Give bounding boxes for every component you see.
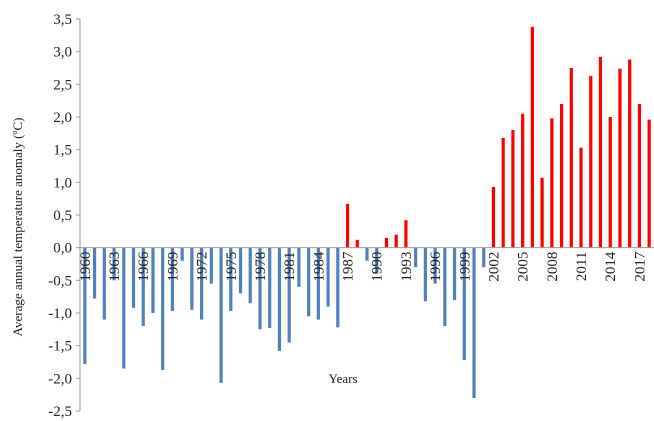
bar-2015 xyxy=(618,68,622,248)
bar-1982 xyxy=(297,247,301,287)
bar-1988 xyxy=(355,239,359,248)
bar-2003 xyxy=(501,137,505,248)
x-tick-label: 1993 xyxy=(399,252,415,282)
x-tick-labels: 1960 1963 1966 1969 1972 1975 1978 1981 1984 1987… xyxy=(78,251,649,282)
bar-2010 xyxy=(569,68,573,248)
bar-2006 xyxy=(530,26,534,248)
x-tick-label: 2008 xyxy=(545,252,561,282)
y-tick-label: 3,5 xyxy=(53,12,72,28)
x-tick-label: 1978 xyxy=(253,252,269,282)
bar-1961 xyxy=(92,247,97,299)
bar-2017 xyxy=(637,103,642,248)
bar-1974 xyxy=(219,247,223,383)
x-tick-label: 1963 xyxy=(107,252,123,282)
x-tick-label: 2011 xyxy=(574,252,590,281)
bar-2005 xyxy=(521,113,525,248)
bar-2001 xyxy=(482,247,486,268)
bar-2014 xyxy=(608,117,612,248)
bar-2011 xyxy=(579,147,583,248)
bar-1992 xyxy=(394,234,398,248)
bars xyxy=(83,26,651,398)
bar-1996 xyxy=(433,247,437,284)
bar-1984 xyxy=(316,247,320,320)
bar-1997 xyxy=(443,247,447,327)
x-tick-label: 1987 xyxy=(341,251,357,282)
bar-1968 xyxy=(161,247,165,370)
x-tick-label: 1990 xyxy=(370,252,386,282)
y-tick-label: 1,5 xyxy=(53,143,72,159)
y-tick-label: 2,0 xyxy=(53,110,72,126)
bar-1973 xyxy=(209,247,213,284)
bar-1993 xyxy=(404,220,408,248)
bar-1969 xyxy=(170,247,175,312)
bar-1990 xyxy=(375,247,379,274)
y-tick-label: 0,5 xyxy=(53,208,72,224)
bar-2000 xyxy=(472,247,476,398)
bar-2018 xyxy=(647,119,651,248)
x-tick-label: 1960 xyxy=(78,252,94,282)
y-tick-label: 1,0 xyxy=(53,175,72,191)
bar-1972 xyxy=(200,247,204,320)
bar-1995 xyxy=(423,247,427,302)
bar-1965 xyxy=(131,247,136,308)
x-tick-label: 1984 xyxy=(311,251,327,282)
bar-2002 xyxy=(491,186,496,248)
y-axis-title: Average annual temperature anomaly (ºC) xyxy=(10,118,25,337)
y-tick-label: -2,0 xyxy=(48,371,72,387)
y-tick-label: -1,0 xyxy=(48,306,72,322)
bar-2007 xyxy=(540,177,544,248)
bar-1994 xyxy=(414,247,418,268)
bar-2013 xyxy=(598,56,603,248)
bar-1983 xyxy=(307,247,311,317)
x-tick-label: 1975 xyxy=(224,252,240,282)
x-tick-label: 2005 xyxy=(516,252,532,282)
x-tick-label: 1996 xyxy=(428,251,444,282)
bar-2012 xyxy=(589,75,593,248)
bar-2008 xyxy=(550,118,554,248)
bar-1971 xyxy=(190,247,194,310)
bar-1979 xyxy=(268,247,272,329)
y-tick-label: -1,5 xyxy=(48,339,72,355)
x-tick-label: 1972 xyxy=(195,252,211,282)
y-tick-label: -0,5 xyxy=(48,273,72,289)
y-tick-label: 0,0 xyxy=(53,241,72,257)
bar-1967 xyxy=(151,247,155,313)
x-tick-label: 1966 xyxy=(136,251,152,282)
bar-1987 xyxy=(345,203,350,248)
bar-1962 xyxy=(102,247,106,320)
y-tick-label: 2,5 xyxy=(53,77,72,93)
bar-1998 xyxy=(452,247,457,300)
bar-2016 xyxy=(628,59,632,248)
bar-1985 xyxy=(326,247,330,307)
y-tick-label: 3,0 xyxy=(53,45,72,61)
y-tick-labels: -2,5 -2,0 -1,5 -1,0 -0,5 0,0 0,5 1,0 1,5 2,0 2,5 3,… xyxy=(48,12,80,420)
bar-1978 xyxy=(258,247,262,330)
x-tick-label: 2002 xyxy=(486,252,502,282)
x-axis-title: Years xyxy=(328,371,357,386)
bar-2004 xyxy=(511,130,515,248)
bar-1970 xyxy=(180,247,184,261)
x-tick-label: 1981 xyxy=(282,252,298,282)
bar-1991 xyxy=(384,237,389,248)
bar-2009 xyxy=(559,103,564,248)
x-tick-label: 1969 xyxy=(165,252,181,282)
bar-1981 xyxy=(287,247,291,343)
bar-1966 xyxy=(141,247,145,327)
bar-1976 xyxy=(238,247,243,294)
x-tick-label: 2014 xyxy=(603,251,619,282)
bar-1999 xyxy=(462,247,466,361)
y-tick-label: -2,5 xyxy=(48,404,72,420)
bar-1964 xyxy=(122,247,126,369)
bar-1989 xyxy=(365,247,369,261)
bar-1960 xyxy=(83,247,87,364)
bar-1986 xyxy=(336,247,340,328)
bar-1963 xyxy=(112,247,116,281)
bar-1980 xyxy=(277,247,282,351)
bar-1975 xyxy=(229,247,233,312)
x-tick-label: 1999 xyxy=(457,252,473,282)
bar-1977 xyxy=(248,247,252,304)
x-tick-label: 2017 xyxy=(632,251,648,282)
